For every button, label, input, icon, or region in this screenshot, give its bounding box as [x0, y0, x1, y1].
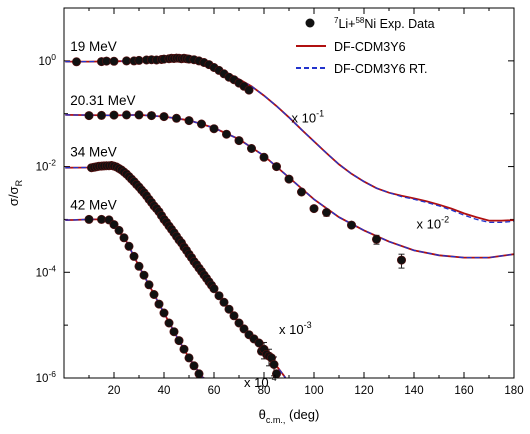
data-point: [259, 152, 269, 162]
error-bars: [261, 208, 405, 377]
scale-factor-label: x 10-3: [279, 320, 312, 337]
data-point: [97, 214, 107, 224]
data-point: [284, 174, 294, 184]
y-axis-label: σ/σR: [6, 179, 24, 206]
data-point: [346, 220, 356, 230]
data-point: [247, 144, 257, 154]
x-tick-label: 100: [304, 385, 323, 397]
x-tick-label: 60: [208, 385, 221, 397]
data-point: [164, 318, 174, 328]
x-axis-label: θc.m., (deg): [259, 407, 320, 425]
fit-rt-curve-line: [65, 58, 514, 224]
data-point: [159, 112, 169, 122]
data-point: [209, 284, 219, 294]
legend-exp-label: 7Li+58Ni Exp. Data: [334, 16, 435, 31]
data-point: [219, 297, 229, 307]
data-point: [97, 110, 107, 120]
legend-marker-symbol: [305, 18, 315, 28]
x-tick-label: 160: [454, 385, 473, 397]
x-tick-label: 140: [404, 385, 423, 397]
data-point: [114, 225, 124, 235]
data-point: [129, 251, 139, 261]
x-tick-label: 20: [108, 385, 121, 397]
data-point: [244, 85, 254, 95]
energy-label: 42 MeV: [70, 197, 117, 212]
data-point: [169, 327, 179, 337]
data-point: [159, 308, 169, 318]
y-tick-label: 10-4: [36, 263, 57, 279]
scale-factor-label: x 10-1: [292, 109, 325, 126]
y-tick-label: 100: [38, 52, 56, 68]
data-points: [72, 53, 406, 378]
scale-factor-label: x 10-4: [244, 373, 277, 390]
y-tick-label: 10-2: [36, 158, 57, 174]
data-point: [179, 344, 189, 354]
data-point: [222, 129, 232, 139]
data-point: [172, 113, 182, 123]
data-point: [154, 299, 164, 309]
data-point: [134, 261, 144, 271]
x-tick-label: 80: [258, 385, 271, 397]
energy-label: 34 MeV: [70, 145, 117, 160]
legend-fit-rt-label: DF-CDM3Y6 RT.: [334, 62, 428, 76]
data-point: [147, 111, 157, 121]
data-point: [371, 234, 381, 244]
data-point: [102, 56, 112, 66]
energy-label: 20.31 MeV: [70, 93, 135, 108]
data-point: [214, 291, 224, 301]
data-point: [254, 338, 264, 348]
x-tick-label: 40: [158, 385, 171, 397]
data-point: [109, 220, 119, 230]
data-point: [184, 116, 194, 126]
data-point: [149, 289, 159, 299]
data-point: [189, 361, 199, 371]
fit-curve-line: [65, 58, 514, 222]
data-point: [197, 119, 207, 129]
fit-rt-curve-line: [65, 218, 205, 378]
data-point: [209, 124, 219, 134]
data-point: [124, 241, 134, 251]
x-tick-label: 120: [354, 385, 373, 397]
data-point: [122, 56, 132, 66]
data-point: [224, 304, 234, 314]
data-point: [234, 318, 244, 328]
data-point: [269, 359, 279, 369]
data-point: [84, 111, 94, 121]
x-tick-label: 180: [504, 385, 523, 397]
legend-fit-label: DF-CDM3Y6: [334, 40, 406, 54]
data-point: [109, 110, 119, 120]
data-point: [229, 311, 239, 321]
data-point: [396, 255, 406, 265]
legend: 7Li+58Ni Exp. Data DF-CDM3Y6 DF-CDM3Y6 R…: [296, 16, 435, 76]
data-point: [134, 110, 144, 120]
data-point: [144, 280, 154, 290]
data-point: [139, 270, 149, 280]
scale-factor-label: x 10-2: [417, 214, 450, 231]
data-point: [271, 162, 281, 172]
data-point: [119, 233, 129, 243]
data-point: [134, 55, 144, 65]
data-point: [194, 369, 204, 378]
data-point: [321, 208, 331, 218]
plot-frame: [63, 7, 515, 379]
data-point: [84, 214, 94, 224]
axes-ticks: 20 40 60 80 100 120 140 160 180 100 10-2 10-4 10-6: [36, 7, 524, 397]
energy-label: 19 MeV: [70, 39, 117, 54]
data-point: [296, 187, 306, 197]
data-point: [309, 204, 319, 214]
data-point: [109, 56, 119, 66]
fit-curve-line: [65, 218, 205, 378]
data-point: [174, 336, 184, 346]
data-point: [239, 324, 249, 334]
data-point: [184, 353, 194, 363]
data-point: [72, 57, 82, 67]
y-tick-label: 10-6: [36, 369, 57, 385]
data-point: [234, 136, 244, 146]
annotations: 19 MeV 20.31 MeV 34 MeV 42 MeV x 10-1 x 10-2 x…: [70, 39, 449, 390]
data-point: [122, 110, 132, 120]
